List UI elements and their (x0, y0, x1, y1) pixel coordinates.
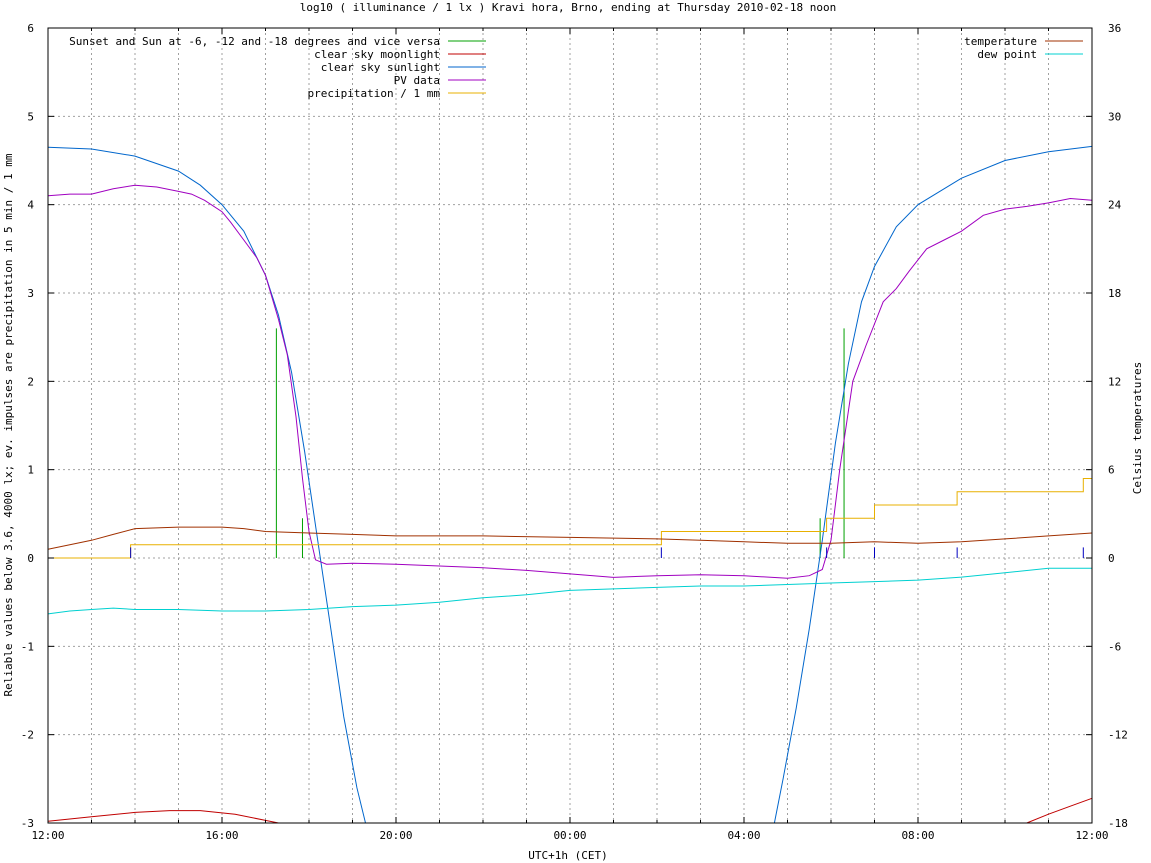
y2-tick-label: 12 (1108, 375, 1121, 388)
x-tick-label: 08:00 (901, 829, 934, 842)
y2-tick-label: -18 (1108, 817, 1128, 830)
legend-entry-label: precipitation / 1 mm (308, 87, 441, 100)
y2-tick-label: 24 (1108, 199, 1122, 212)
y2-tick-label: 6 (1108, 464, 1115, 477)
x-axis-label: UTC+1h (CET) (528, 849, 607, 862)
pv-data-line (47, 184, 1093, 579)
y-tick-label: -1 (21, 640, 34, 653)
dew-point-line (47, 567, 1092, 615)
legend-entry-label: clear sky sunlight (321, 61, 440, 74)
chart-title: log10 ( illuminance / 1 lx ) Kravi hora,… (300, 1, 836, 14)
x-tick-label: 12:00 (1075, 829, 1108, 842)
x-tick-label: 04:00 (727, 829, 760, 842)
legend-entry-label: PV data (394, 74, 440, 87)
legend-entry-label: clear sky moonlight (314, 48, 440, 61)
y-tick-label: 3 (27, 287, 34, 300)
x-axis: 12:00 16:00 20:00 00:00 04:00 08:00 12:00 (31, 28, 1109, 842)
legend-left: Sunset and Sun at -6, -12 and -18 degree… (69, 35, 486, 100)
y-tick-label: 2 (27, 375, 34, 388)
legend-entry-label: dew point (977, 48, 1037, 61)
legend-entry-label: temperature (964, 35, 1037, 48)
y2-tick-label: 36 (1108, 22, 1121, 35)
y2-tick-label: -6 (1108, 640, 1121, 653)
y-axis-left: -3 -2 -1 0 1 2 3 4 5 6 (21, 22, 54, 830)
series-layer (47, 145, 1093, 824)
x-tick-label: 12:00 (31, 829, 64, 842)
legend-entry-label: Sunset and Sun at -6, -12 and -18 degree… (69, 35, 440, 48)
y2-tick-label: 0 (1108, 552, 1115, 565)
y-axis-label: Reliable values below 3.6, 4000 lx; ev. … (2, 153, 15, 696)
x-tick-label: 20:00 (379, 829, 412, 842)
y-tick-label: 6 (27, 22, 34, 35)
y-tick-label: 4 (27, 199, 34, 212)
y-tick-label: -3 (21, 817, 34, 830)
x-tick-label: 16:00 (205, 829, 238, 842)
y2-axis-label: Celsius temperatures (1131, 362, 1144, 494)
y2-tick-label: 30 (1108, 110, 1121, 123)
y2-tick-label: -12 (1108, 729, 1128, 742)
y-tick-label: -2 (21, 729, 34, 742)
precipitation-1-mm-line (48, 478, 1092, 559)
y-tick-label: 1 (27, 464, 34, 477)
y-axis-right: -18 -12 -6 0 6 12 18 24 30 36 (1086, 22, 1128, 830)
y-tick-label: 5 (27, 110, 34, 123)
y-tick-label: 0 (27, 552, 34, 565)
clear-sky-moonlight-line (47, 797, 1093, 824)
temperature-line (47, 526, 1093, 550)
x-tick-label: 00:00 (553, 829, 586, 842)
y2-tick-label: 18 (1108, 287, 1121, 300)
